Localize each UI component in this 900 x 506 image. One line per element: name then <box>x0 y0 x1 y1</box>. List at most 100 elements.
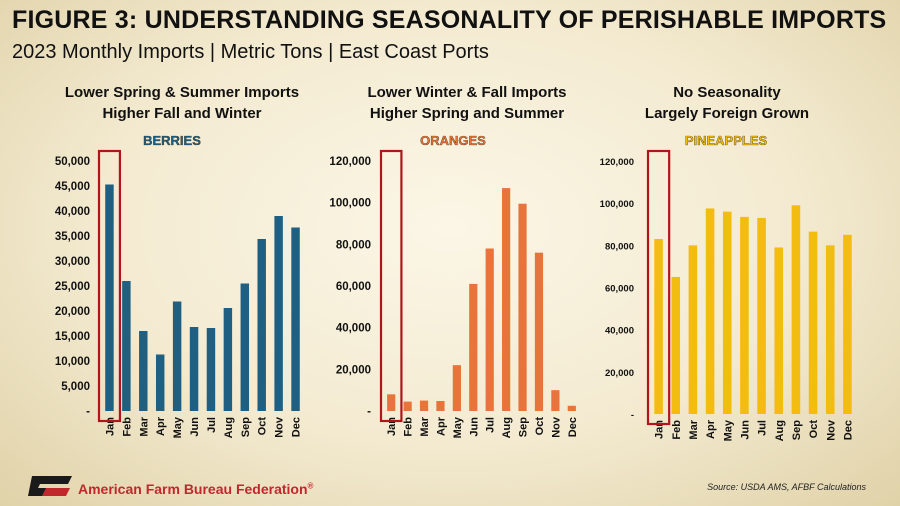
y-tick-label: - <box>367 406 371 418</box>
bar-jun <box>189 327 199 411</box>
bar-feb <box>671 276 681 414</box>
x-tick-label: Mar <box>419 416 431 436</box>
chart-heading-line: Lower Spring & Summer Imports <box>65 84 299 101</box>
bar-nov <box>551 390 560 411</box>
bar-jun <box>469 283 478 411</box>
x-tick-label: Sep <box>791 420 803 440</box>
bar-apr <box>155 354 165 411</box>
x-tick-label: Jun <box>739 420 751 440</box>
x-tick-label: Jul <box>206 417 218 433</box>
y-tick-label: 15,000 <box>55 331 90 343</box>
y-tick-label: 10,000 <box>55 356 90 368</box>
x-tick-label: Jul <box>485 417 497 433</box>
chart-heading-line: Higher Spring and Summer <box>370 105 564 122</box>
y-tick-label: 80,000 <box>605 241 634 252</box>
fb-logo-icon <box>28 476 72 496</box>
y-tick-label: 45,000 <box>55 181 90 193</box>
bar-mar <box>139 331 148 411</box>
bar-aug <box>502 188 511 411</box>
x-tick-label: Dec <box>842 420 854 440</box>
x-tick-label: Oct <box>808 420 820 439</box>
x-tick-label: Feb <box>121 417 133 437</box>
bar-dec <box>843 234 852 414</box>
source-note: Source: USDA AMS, AFBF Calculations <box>707 482 866 492</box>
y-tick-label: 35,000 <box>55 231 90 243</box>
x-tick-label: Aug <box>223 417 235 438</box>
bar-aug <box>774 247 784 414</box>
chart-panel-berries: Lower Spring & Summer Imports Higher Fall… <box>55 84 303 438</box>
x-tick-label: Nov <box>274 416 286 438</box>
x-tick-label: May <box>722 419 734 441</box>
series-label: BERRIES <box>143 133 201 148</box>
series-label: ORANGES <box>420 133 486 148</box>
x-tick-label: Jul <box>757 420 769 436</box>
y-tick-label: - <box>631 410 634 421</box>
x-tick-label: Feb <box>671 420 683 440</box>
y-tick-label: 30,000 <box>55 256 90 268</box>
chart-heading-line: No Seasonality <box>673 84 781 101</box>
y-tick-label: 80,000 <box>336 239 371 251</box>
y-tick-label: 20,000 <box>336 364 371 376</box>
y-tick-label: 120,000 <box>600 157 634 168</box>
bar-may <box>452 365 461 411</box>
highlight-box <box>97 149 122 423</box>
y-tick-label: 100,000 <box>329 198 371 210</box>
bar-sep <box>791 205 801 414</box>
y-tick-label: 5,000 <box>61 381 90 393</box>
x-tick-label: May <box>172 416 184 438</box>
series-label: PINEAPPLES <box>685 133 768 148</box>
y-tick-label: 40,000 <box>55 206 90 218</box>
x-tick-label: Aug <box>501 417 513 438</box>
chart-heading-line: Largely Foreign Grown <box>645 105 809 122</box>
x-tick-label: Sep <box>518 417 530 437</box>
bar-nov <box>274 216 283 411</box>
bar-oct <box>257 239 266 411</box>
x-tick-label: Sep <box>240 417 252 437</box>
bar-sep <box>518 203 527 411</box>
bar-jul <box>757 217 766 414</box>
bar-dec <box>291 227 300 411</box>
bar-jan <box>654 239 663 414</box>
bar-may <box>172 301 182 411</box>
y-tick-label: 25,000 <box>55 281 90 293</box>
y-tick-label: 50,000 <box>55 156 90 168</box>
x-tick-label: Jan <box>104 417 116 436</box>
x-tick-label: Apr <box>705 419 717 439</box>
figure-subtitle: 2023 Monthly Imports | Metric Tons | Eas… <box>12 41 489 63</box>
bar-jan <box>387 394 396 411</box>
x-tick-label: Dec <box>567 417 579 437</box>
bar-sep <box>240 283 250 411</box>
bar-feb <box>122 281 131 411</box>
y-tick-label: 60,000 <box>605 284 634 295</box>
bar-apr <box>705 208 715 414</box>
bar-oct <box>808 231 818 414</box>
x-tick-label: Nov <box>825 419 837 441</box>
x-tick-label: Feb <box>403 417 415 437</box>
highlight-box <box>379 149 403 423</box>
bar-feb <box>403 401 412 411</box>
bar-dec <box>567 405 576 411</box>
bar-may <box>722 211 732 414</box>
x-tick-label: May <box>452 416 464 438</box>
x-tick-label: Jun <box>468 417 480 437</box>
org-name-text: American Farm Bureau Federation <box>78 481 308 497</box>
x-tick-label: Oct <box>534 417 546 436</box>
x-tick-label: Oct <box>257 417 269 436</box>
y-tick-label: - <box>86 406 90 418</box>
x-tick-label: Aug <box>774 420 786 441</box>
y-tick-label: 40,000 <box>605 326 634 337</box>
x-tick-label: Jun <box>189 417 201 437</box>
bar-jun <box>740 216 749 414</box>
bar-oct <box>534 252 544 411</box>
bar-mar <box>419 400 429 411</box>
bar-nov <box>825 245 835 414</box>
chart-heading-line: Lower Winter & Fall Imports <box>367 84 566 101</box>
chart-panel-oranges: Lower Winter & Fall Imports Higher Spring… <box>329 84 578 438</box>
bar-jul <box>485 248 494 411</box>
organization-name: American Farm Bureau Federation® <box>78 481 313 497</box>
figure-title: FIGURE 3: UNDERSTANDING SEASONALITY OF P… <box>12 6 887 34</box>
y-tick-label: 120,000 <box>329 156 371 168</box>
bar-mar <box>688 245 698 414</box>
y-tick-label: 20,000 <box>605 368 634 379</box>
